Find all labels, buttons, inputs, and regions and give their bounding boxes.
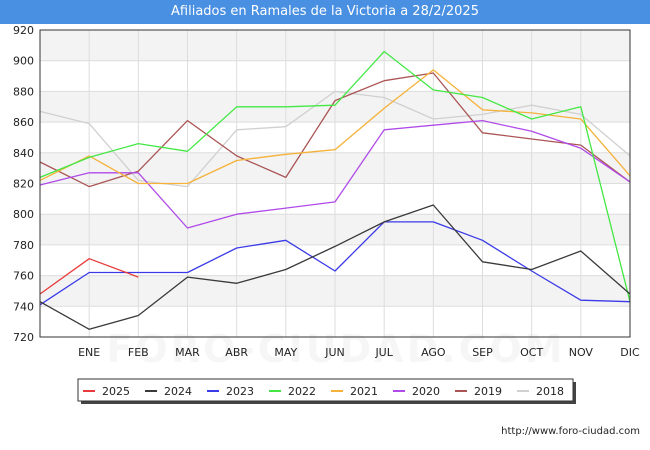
series-line-2023 [39,221,631,306]
legend-label-2022: 2022 [288,385,316,398]
y-tick-label: 880 [13,85,34,98]
series-line-2020 [39,119,631,229]
legend-label-2019: 2019 [474,385,502,398]
legend-label-2018: 2018 [536,385,564,398]
legend-label-2025: 2025 [102,385,130,398]
y-tick-label: 840 [13,147,34,160]
x-tick-label: MAR [175,346,200,359]
x-tick-label: JUL [374,346,393,359]
series-line-2021 [39,69,631,185]
x-tick-label: OCT [520,346,543,359]
x-tick-label: AGO [421,346,446,359]
legend-label-2024: 2024 [164,385,192,398]
legend-label-2020: 2020 [412,385,440,398]
x-tick-label: NOV [569,346,594,359]
legend: 2025 2024 2023 2022 2021 2020 2019 2018 [77,378,576,404]
series-line-2019 [39,72,631,188]
axes: 720 740 760 780 800 820 840 860 880 900 920 ENE FEB M… [13,24,640,359]
series-line-2025 [39,258,139,295]
source-url[interactable]: http://www.foro-ciudad.com [501,426,640,437]
y-tick-label: 760 [13,270,34,283]
legend-box [77,378,574,402]
x-tick-label: SEP [472,346,493,359]
x-tick-label: DIC [620,346,640,359]
x-tick-label: ENE [78,346,100,359]
y-tick-label: 860 [13,116,34,129]
y-tick-label: 800 [13,208,34,221]
y-tick-label: 900 [13,55,34,68]
y-tick-label: 920 [13,24,34,37]
series-line-2022 [39,50,631,302]
y-tick-label: 740 [13,300,34,313]
x-tick-label: ABR [225,346,248,359]
x-tick-label: JUN [324,346,345,359]
series-lines [39,50,631,330]
plot-frame [39,29,631,338]
y-tick-label: 820 [13,178,34,191]
y-tick-label: 780 [13,239,34,252]
legend-label-2023: 2023 [226,385,254,398]
legend-label-2021: 2021 [350,385,378,398]
series-line-2018 [39,90,631,188]
chart-title: Afiliados en Ramales de la Victoria a 28… [0,0,650,24]
x-tick-label: FEB [128,346,149,359]
x-tick-label: MAY [274,346,297,359]
series-line-2024 [39,204,631,330]
y-tick-label: 720 [13,331,34,344]
